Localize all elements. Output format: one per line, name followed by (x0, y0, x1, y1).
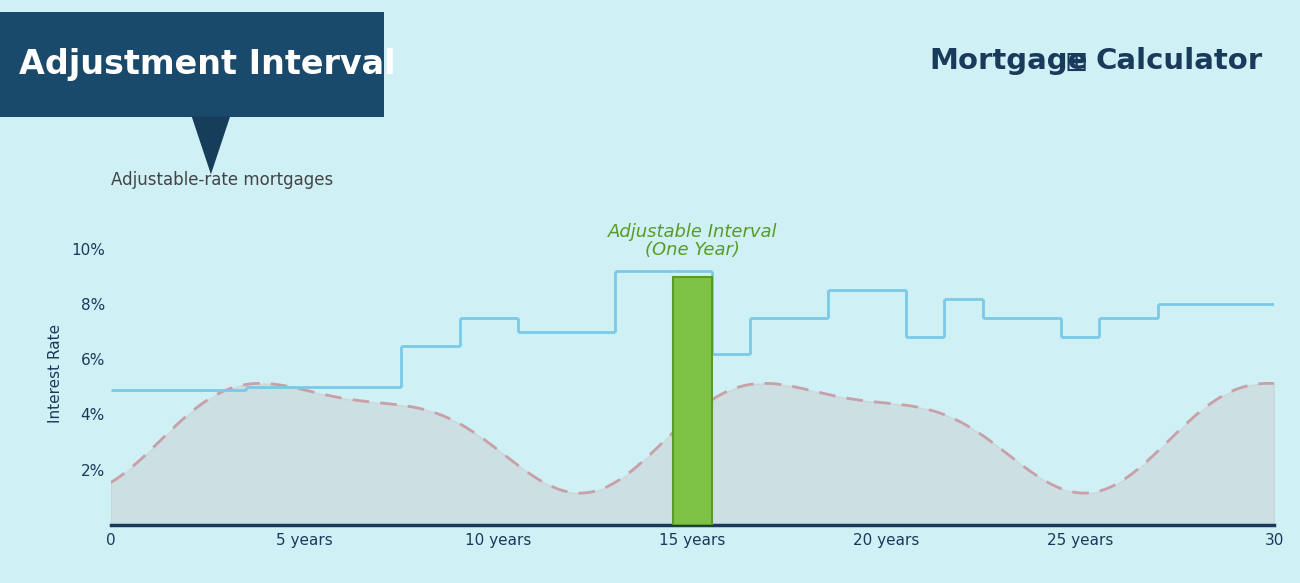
Text: (One Year): (One Year) (645, 241, 740, 259)
Text: Adjustment Interval: Adjustment Interval (20, 48, 395, 80)
Text: Adjustable Interval: Adjustable Interval (607, 223, 777, 241)
Text: Adjustable-rate mortgages: Adjustable-rate mortgages (111, 171, 333, 189)
Text: Mortgage: Mortgage (930, 47, 1088, 75)
Bar (673, 277, 711, 525)
Text: Calculator: Calculator (1096, 47, 1264, 75)
Text: ⊞: ⊞ (1065, 49, 1088, 77)
Y-axis label: Interest Rate: Interest Rate (48, 324, 62, 423)
Polygon shape (192, 117, 230, 174)
